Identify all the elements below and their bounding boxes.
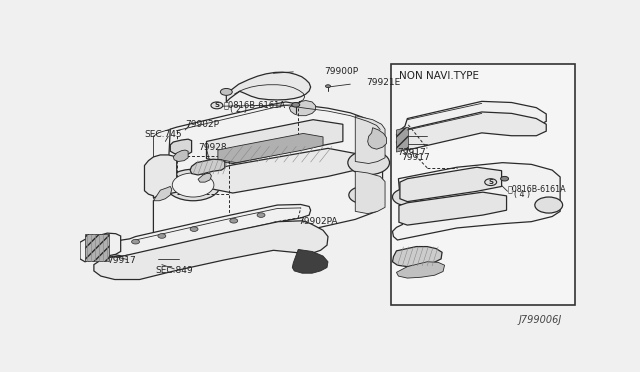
Circle shape [220, 89, 232, 95]
Bar [392, 64, 575, 305]
Polygon shape [396, 112, 547, 150]
Text: SEC.745: SEC.745 [145, 129, 182, 138]
Polygon shape [355, 171, 385, 214]
Polygon shape [80, 233, 121, 262]
Circle shape [349, 186, 379, 203]
Polygon shape [218, 134, 323, 163]
Text: SEC.849: SEC.849 [156, 266, 193, 275]
Text: 79902P: 79902P [186, 120, 220, 129]
Circle shape [392, 189, 422, 206]
Circle shape [172, 173, 214, 197]
Polygon shape [154, 102, 383, 259]
Text: 79917: 79917 [108, 256, 136, 265]
Polygon shape [94, 221, 328, 279]
Circle shape [348, 151, 390, 175]
Polygon shape [198, 173, 211, 182]
Polygon shape [392, 163, 560, 240]
Circle shape [158, 234, 166, 238]
Circle shape [257, 213, 265, 217]
Text: 7992B: 7992B [396, 259, 426, 267]
Circle shape [326, 85, 330, 87]
Circle shape [211, 102, 223, 109]
Polygon shape [396, 127, 408, 152]
Text: 79917: 79917 [397, 148, 426, 157]
Text: 79902PA: 79902PA [298, 217, 338, 226]
Text: 79917: 79917 [401, 153, 430, 162]
Circle shape [535, 197, 563, 213]
Circle shape [230, 218, 237, 223]
Polygon shape [154, 186, 172, 201]
Polygon shape [399, 192, 507, 225]
Text: J799006J: J799006J [519, 315, 562, 326]
Polygon shape [207, 120, 343, 164]
Polygon shape [190, 159, 225, 175]
Circle shape [132, 240, 140, 244]
Polygon shape [108, 205, 310, 256]
Polygon shape [396, 101, 547, 142]
Polygon shape [207, 148, 355, 193]
Polygon shape [355, 116, 385, 164]
Polygon shape [367, 128, 387, 149]
Polygon shape [289, 100, 316, 116]
Circle shape [500, 176, 509, 181]
Text: 79928: 79928 [198, 143, 227, 152]
Text: Ⓝ0816B-6161A: Ⓝ0816B-6161A [224, 100, 286, 109]
Text: ( 2 ): ( 2 ) [230, 105, 247, 115]
Text: ( 4 ): ( 4 ) [515, 190, 531, 199]
Text: 79928: 79928 [403, 264, 431, 273]
Text: S: S [488, 179, 493, 185]
Circle shape [190, 227, 198, 231]
Polygon shape [173, 150, 188, 161]
Polygon shape [85, 234, 109, 261]
Polygon shape [170, 139, 191, 155]
Text: S: S [214, 102, 220, 108]
Polygon shape [400, 167, 502, 202]
Polygon shape [145, 155, 177, 198]
Circle shape [484, 179, 497, 186]
Text: NON NAVI.TYPE: NON NAVI.TYPE [399, 71, 479, 81]
Polygon shape [292, 250, 328, 273]
Polygon shape [227, 72, 310, 102]
Text: Ⓝ0816B-6161A: Ⓝ0816B-6161A [508, 185, 566, 194]
Circle shape [166, 169, 220, 201]
Text: 79900P: 79900P [324, 67, 358, 76]
Polygon shape [392, 247, 442, 267]
Circle shape [292, 103, 300, 107]
Polygon shape [396, 262, 445, 278]
Text: 79921E: 79921E [367, 78, 401, 87]
